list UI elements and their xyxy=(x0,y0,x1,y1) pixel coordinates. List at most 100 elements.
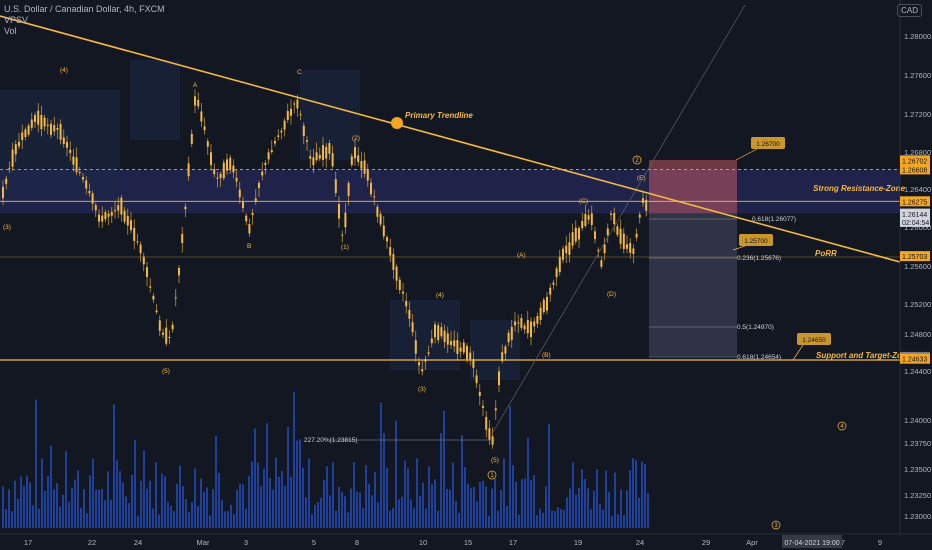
candle xyxy=(491,427,494,449)
x-tick-label: 29 xyxy=(702,538,710,547)
currency-badge[interactable]: CAD xyxy=(897,4,922,17)
svg-text:1.25703: 1.25703 xyxy=(902,254,927,261)
volume-bar xyxy=(299,439,301,528)
support-target-label: Support and Target-Zone xyxy=(816,351,912,360)
volume-bar xyxy=(590,509,592,528)
candle xyxy=(158,315,161,337)
volume-bar xyxy=(464,467,466,528)
volume-bar xyxy=(146,488,148,528)
callout-bottom[interactable]: 1.24650 xyxy=(792,333,831,361)
volume-bar xyxy=(218,472,220,528)
wave-label: (4) xyxy=(60,67,68,74)
volume-bar xyxy=(563,509,565,528)
candle xyxy=(53,116,56,137)
volume-bar xyxy=(233,514,235,528)
time-axis[interactable]: 172224Mar358101517192429Apr57907-04-2021… xyxy=(0,533,932,548)
chart-header: U.S. Dollar / Canadian Dollar, 4h, FXCM … xyxy=(4,4,165,37)
candle xyxy=(370,177,372,197)
volume-bar xyxy=(488,515,490,528)
candle xyxy=(34,112,36,128)
candle xyxy=(600,256,603,269)
volume-bar xyxy=(410,499,412,528)
volume-bar xyxy=(185,499,187,528)
callout-mid[interactable]: 1.25700 xyxy=(732,234,773,251)
trendline-handle[interactable] xyxy=(391,117,403,129)
volume-bar xyxy=(206,487,208,528)
indicator-vol[interactable]: Vol xyxy=(4,26,17,36)
volume-bar xyxy=(557,507,559,528)
y-tick-label: 1.27600 xyxy=(904,71,931,80)
circled-wave-label: 4 xyxy=(837,421,847,431)
volume-bar xyxy=(518,514,520,528)
candle xyxy=(520,313,523,331)
indicator-vpsv[interactable]: VPSV xyxy=(4,15,29,25)
volume-bar xyxy=(569,488,571,528)
candle xyxy=(392,248,395,280)
candle xyxy=(341,230,344,243)
candle xyxy=(440,322,443,339)
x-tick-label: 8 xyxy=(355,538,359,547)
circled-wave-label: 2 xyxy=(632,155,642,165)
candle xyxy=(142,252,145,272)
candle xyxy=(472,350,475,378)
svg-text:2: 2 xyxy=(635,158,639,164)
candle xyxy=(498,366,500,393)
volume-bar xyxy=(308,458,310,528)
volume-bar xyxy=(443,410,445,528)
candle xyxy=(328,139,331,160)
candle xyxy=(85,176,88,195)
volume-bar xyxy=(227,511,229,528)
volume-bar xyxy=(401,496,403,528)
candle xyxy=(290,99,292,125)
candle xyxy=(645,195,648,217)
volume-bar xyxy=(404,460,406,528)
volume-bar xyxy=(455,501,457,528)
volume-bar xyxy=(245,508,247,528)
volume-bar xyxy=(506,505,508,528)
volume-bar xyxy=(581,469,583,528)
callout-top[interactable]: 1.26700 xyxy=(735,137,785,161)
candle xyxy=(184,203,187,218)
y-tick-label: 1.23250 xyxy=(904,491,931,500)
primary-trendline[interactable] xyxy=(0,15,901,263)
volume-bar xyxy=(170,505,172,528)
candle xyxy=(43,114,46,132)
candle xyxy=(555,265,558,287)
date-box: 07-04-2021 19:00 xyxy=(782,535,842,548)
wave-label: (3) xyxy=(3,224,11,231)
candle xyxy=(549,283,552,302)
volume-bar xyxy=(446,489,448,528)
candle xyxy=(261,162,264,181)
stop-loss-box xyxy=(649,160,737,214)
candle xyxy=(117,197,120,219)
candle xyxy=(514,312,516,332)
candle xyxy=(405,292,408,314)
volume-bar xyxy=(479,481,481,528)
candle xyxy=(107,210,110,226)
price-axis[interactable]: 1.28000 1.27600 1.27200 1.26800 1.26400 1.260… xyxy=(899,0,931,534)
volume-bar xyxy=(575,494,577,528)
volume-bar xyxy=(236,489,238,528)
volume-bar xyxy=(194,468,196,528)
candle xyxy=(296,94,299,117)
wave-label: (4) xyxy=(436,292,444,299)
volume-bar xyxy=(131,474,133,528)
candle xyxy=(590,205,593,231)
volume-bar xyxy=(86,513,88,528)
volume-bar xyxy=(137,515,139,528)
volume-bar xyxy=(230,504,232,528)
candle xyxy=(638,211,641,224)
candle xyxy=(216,171,219,188)
candle xyxy=(574,220,577,245)
strong-resistance-zone xyxy=(0,169,900,214)
volume-bar xyxy=(545,486,547,528)
volume-bar xyxy=(32,505,34,528)
candle xyxy=(280,128,283,140)
volume-bar xyxy=(380,402,382,528)
candle xyxy=(565,236,568,263)
x-tick-label: 24 xyxy=(636,538,644,547)
volume-bar xyxy=(359,492,361,528)
channel-line xyxy=(492,4,746,433)
candle xyxy=(226,153,228,175)
